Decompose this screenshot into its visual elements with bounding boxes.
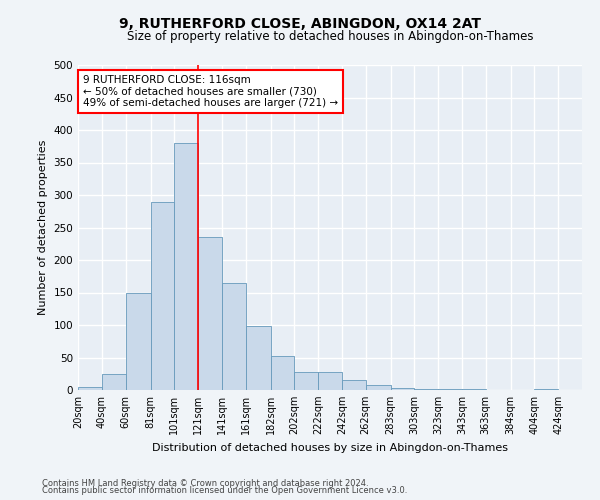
Bar <box>535 388 558 390</box>
Bar <box>222 283 245 390</box>
Bar <box>198 238 222 390</box>
Text: Contains public sector information licensed under the Open Government Licence v3: Contains public sector information licen… <box>42 486 407 495</box>
Text: Contains HM Land Registry data © Crown copyright and database right 2024.: Contains HM Land Registry data © Crown c… <box>42 478 368 488</box>
Text: 9, RUTHERFORD CLOSE, ABINGDON, OX14 2AT: 9, RUTHERFORD CLOSE, ABINGDON, OX14 2AT <box>119 18 481 32</box>
Bar <box>391 388 415 390</box>
Bar <box>102 374 125 390</box>
Bar <box>295 372 318 390</box>
Bar <box>125 292 151 390</box>
Bar <box>342 380 365 390</box>
X-axis label: Distribution of detached houses by size in Abingdon-on-Thames: Distribution of detached houses by size … <box>152 442 508 452</box>
Bar <box>78 387 102 390</box>
Title: Size of property relative to detached houses in Abingdon-on-Thames: Size of property relative to detached ho… <box>127 30 533 43</box>
Bar <box>365 385 391 390</box>
Bar <box>415 388 438 390</box>
Y-axis label: Number of detached properties: Number of detached properties <box>38 140 48 315</box>
Bar <box>151 202 174 390</box>
Bar <box>318 372 342 390</box>
Bar <box>271 356 295 390</box>
Bar <box>174 143 198 390</box>
Text: 9 RUTHERFORD CLOSE: 116sqm
← 50% of detached houses are smaller (730)
49% of sem: 9 RUTHERFORD CLOSE: 116sqm ← 50% of deta… <box>83 74 338 108</box>
Bar <box>245 326 271 390</box>
